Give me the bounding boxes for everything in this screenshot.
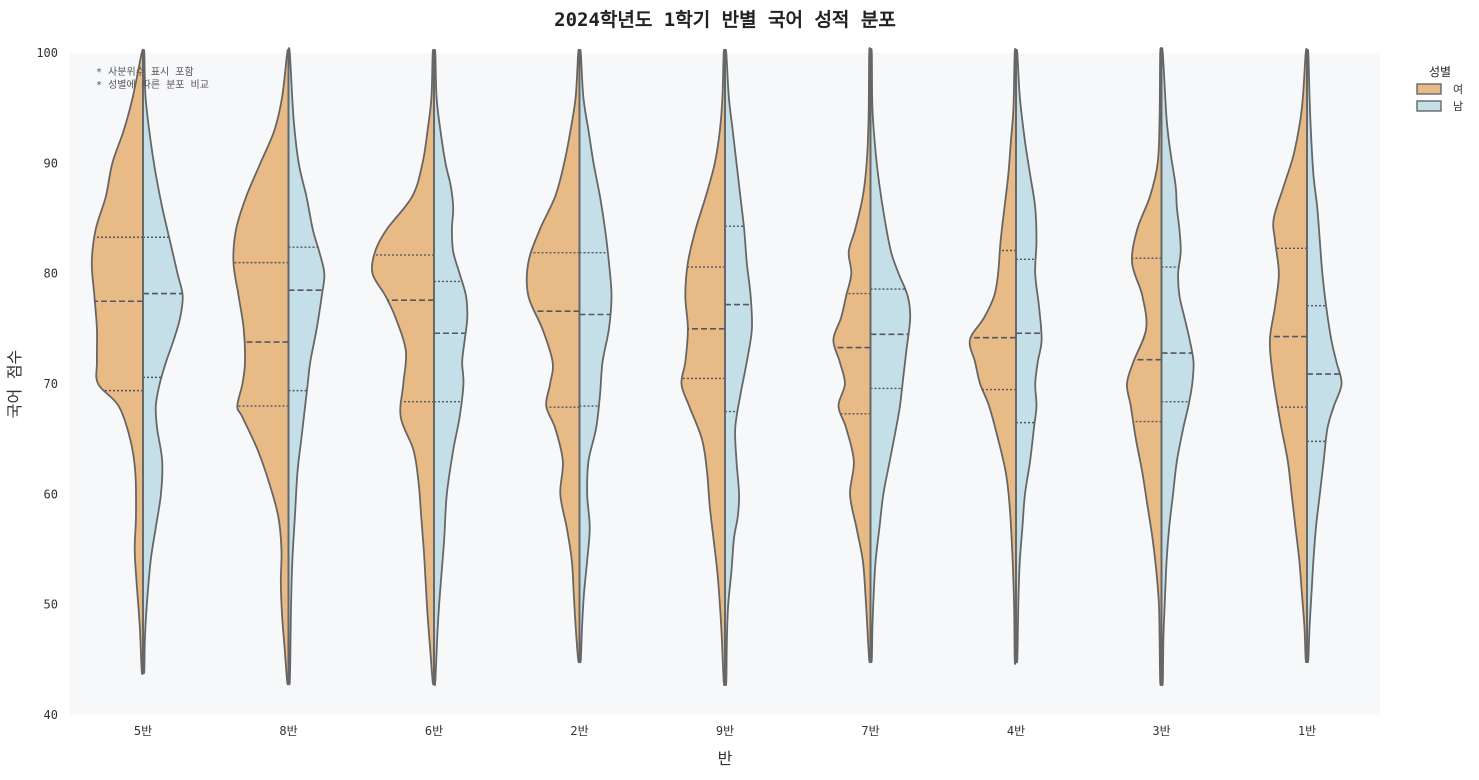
violin-half-남-1반 (1306, 48, 1343, 664)
x-tick-6반: 6반 (425, 724, 443, 738)
legend-swatch-male (1416, 100, 1442, 112)
x-axis-label: 반 (718, 749, 733, 768)
violin-9반 (680, 48, 753, 687)
violin-half-여-6반 (371, 48, 435, 686)
legend-title: 성별 (1429, 65, 1451, 79)
y-tick-90: 90 (44, 156, 58, 170)
y-tick-80: 80 (44, 267, 58, 281)
legend-swatch-female (1416, 83, 1442, 95)
y-tick-50: 50 (44, 598, 58, 612)
x-tick-2반: 2반 (570, 724, 588, 738)
violin-8반 (232, 47, 326, 686)
violin-half-남-7반 (869, 48, 912, 664)
violin-4반 (968, 48, 1043, 665)
violin-half-남-2반 (578, 48, 613, 664)
x-tick-labels: 5반 8반 6반 2반 9반 7반 4반 3반 1반 (134, 724, 1316, 738)
violin-half-여-9반 (680, 48, 726, 687)
violin-half-여-2반 (525, 48, 581, 664)
legend-label-female: 여 (1453, 83, 1463, 96)
legend: 성별 여 남 (1416, 65, 1463, 113)
annotation-quartile: * 사분위수 표시 포함 (96, 65, 194, 78)
violin-2반 (525, 48, 613, 664)
violin-6반 (371, 48, 469, 687)
legend-label-male: 남 (1453, 100, 1463, 113)
violin-half-남-4반 (1015, 48, 1043, 664)
violin-5반 (90, 48, 184, 675)
y-tick-labels: 40 50 60 70 80 90 100 (36, 46, 58, 722)
y-tick-100: 100 (36, 46, 58, 60)
violin-half-남-6반 (433, 48, 469, 687)
violin-half-여-7반 (832, 47, 872, 664)
violin-half-남-3반 (1160, 47, 1195, 687)
violin-half-여-4반 (968, 48, 1017, 665)
x-tick-3반: 3반 (1152, 724, 1170, 738)
violin-half-여-1반 (1268, 48, 1308, 664)
x-tick-5반: 5반 (134, 724, 152, 738)
violin-half-남-9반 (724, 48, 753, 687)
y-tick-70: 70 (44, 377, 58, 391)
x-tick-4반: 4반 (1007, 724, 1025, 738)
y-tick-60: 60 (44, 487, 58, 501)
violin-7반 (832, 47, 912, 664)
violin-half-남-5반 (142, 48, 184, 675)
y-axis-label: 국어 점수 (5, 350, 24, 419)
x-tick-7반: 7반 (861, 724, 879, 738)
violin-half-남-8반 (287, 47, 326, 686)
x-tick-9반: 9반 (716, 724, 734, 738)
x-tick-8반: 8반 (279, 724, 297, 738)
violin-3반 (1126, 47, 1195, 687)
y-tick-40: 40 (44, 708, 58, 722)
violin-half-여-8반 (232, 48, 290, 686)
x-tick-1반: 1반 (1298, 724, 1316, 738)
violin-1반 (1268, 48, 1343, 664)
violin-group (90, 47, 1343, 687)
chart-title: 2024학년도 1학기 반별 국어 성적 분포 (554, 9, 896, 31)
violin-half-여-3반 (1126, 47, 1163, 687)
violin-half-여-5반 (90, 48, 144, 675)
annotation-gender: * 성별에 따른 분포 비교 (96, 79, 209, 91)
